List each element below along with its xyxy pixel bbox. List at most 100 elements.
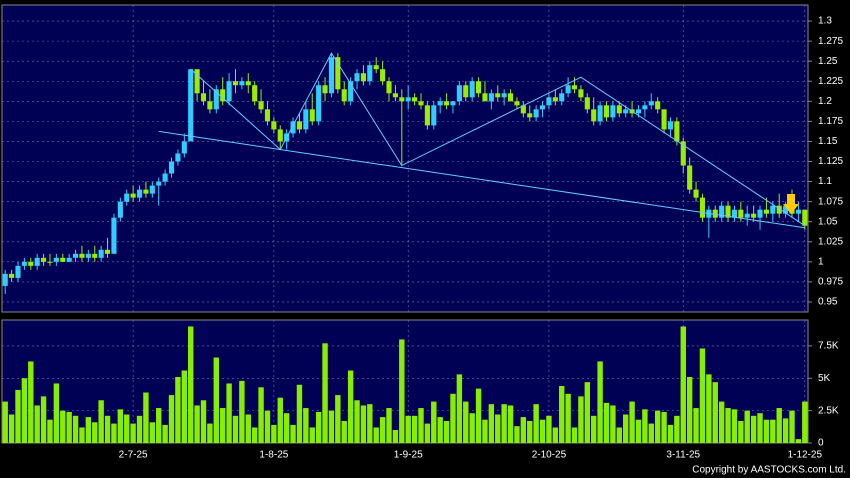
candle-body bbox=[731, 209, 737, 218]
volume-bar bbox=[232, 415, 239, 443]
candle-body bbox=[616, 105, 622, 114]
y-tick-label: 1.1 bbox=[818, 176, 832, 187]
volume-bar bbox=[28, 361, 34, 443]
volume-bar bbox=[226, 383, 232, 443]
candle-body bbox=[725, 205, 731, 218]
volume-bar bbox=[156, 408, 162, 443]
candle-body bbox=[520, 105, 526, 114]
volume-bar bbox=[718, 401, 725, 443]
candle-body bbox=[21, 261, 27, 266]
volume-bar bbox=[789, 410, 795, 443]
y-tick-label: 1.075 bbox=[818, 196, 843, 207]
volume-bar bbox=[60, 410, 66, 443]
candle-body bbox=[136, 189, 143, 198]
candle-body bbox=[111, 217, 117, 254]
volume-bar bbox=[47, 419, 53, 443]
candle-body bbox=[635, 109, 642, 114]
volume-bar bbox=[527, 420, 533, 443]
volume-bar bbox=[405, 415, 411, 443]
y-tick-label: 0.95 bbox=[818, 297, 838, 308]
candle-body bbox=[565, 85, 571, 94]
volume-bar bbox=[469, 413, 475, 443]
candle-body bbox=[719, 205, 725, 218]
candle-body bbox=[552, 97, 558, 102]
y2-tick-label: 5K bbox=[818, 373, 831, 384]
signal-arrow bbox=[783, 194, 799, 214]
volume-bar bbox=[635, 419, 642, 443]
candle-body bbox=[258, 101, 264, 110]
y2-tick-label: 0 bbox=[818, 438, 824, 449]
candle-body bbox=[309, 109, 315, 122]
candle-body bbox=[463, 85, 469, 98]
volume-bar bbox=[424, 423, 431, 443]
candle-body bbox=[757, 209, 763, 218]
volume-bar bbox=[603, 402, 610, 443]
volume-bar bbox=[2, 401, 8, 443]
volume-bar bbox=[149, 422, 156, 443]
candle-body bbox=[73, 253, 79, 258]
candle-body bbox=[770, 205, 776, 214]
volume-bar bbox=[367, 404, 373, 443]
volume-bar bbox=[674, 415, 680, 443]
volume-bar bbox=[411, 415, 418, 443]
candle-body bbox=[571, 85, 578, 90]
candle-body bbox=[501, 93, 507, 98]
volume-bar bbox=[143, 392, 149, 443]
candle-body bbox=[162, 173, 168, 182]
volume-bar bbox=[322, 343, 328, 443]
candle-body bbox=[92, 253, 98, 258]
volume-bar bbox=[693, 408, 699, 443]
volume-panel bbox=[1, 319, 809, 444]
y-tick-label: 1.125 bbox=[818, 156, 843, 167]
candle-body bbox=[424, 105, 430, 126]
volume-bar bbox=[219, 408, 226, 443]
candle-body bbox=[367, 65, 373, 82]
candle-body bbox=[66, 257, 72, 262]
volume-bar bbox=[757, 413, 763, 443]
candle-body bbox=[623, 109, 629, 114]
candle-body bbox=[476, 81, 482, 94]
x-tick-label: 2-10-25 bbox=[532, 450, 567, 461]
candle-body bbox=[744, 213, 750, 218]
volume-bar bbox=[8, 414, 15, 443]
volume-bar bbox=[386, 408, 392, 443]
candle-body bbox=[763, 209, 769, 214]
volume-bar bbox=[795, 439, 802, 443]
candle-body bbox=[322, 85, 328, 94]
candle-body bbox=[15, 265, 21, 278]
volume-bar bbox=[776, 408, 782, 443]
candle-body bbox=[354, 73, 360, 82]
candle-body bbox=[392, 93, 398, 98]
volume-bar bbox=[686, 376, 693, 443]
candle-body bbox=[507, 93, 514, 102]
volume-bar bbox=[104, 415, 111, 443]
volume-bar bbox=[98, 400, 104, 443]
candle-body bbox=[597, 105, 603, 122]
candle-body bbox=[130, 193, 136, 198]
volume-bar bbox=[431, 401, 437, 443]
y-tick-label: 1.15 bbox=[818, 136, 838, 147]
volume-bar bbox=[360, 405, 367, 443]
volume-bar bbox=[117, 409, 124, 443]
y-tick-label: 1.25 bbox=[818, 56, 838, 67]
volume-bar bbox=[213, 357, 219, 443]
volume-bar bbox=[622, 414, 629, 443]
candle-body bbox=[444, 101, 450, 106]
volume-bar bbox=[309, 427, 315, 443]
volume-bar bbox=[482, 419, 488, 443]
volume-bar bbox=[450, 393, 456, 443]
volume-bar bbox=[277, 397, 283, 443]
volume-bar bbox=[744, 410, 750, 443]
volume-bar bbox=[188, 326, 194, 443]
trend-line bbox=[190, 52, 806, 227]
candle-body bbox=[220, 89, 226, 102]
candle-body bbox=[168, 161, 175, 174]
volume-bar bbox=[712, 382, 718, 443]
volume-bar bbox=[347, 370, 354, 443]
volume-bar bbox=[559, 386, 565, 443]
volume-bar bbox=[488, 404, 495, 443]
candle-body bbox=[495, 93, 501, 98]
candle-body bbox=[41, 257, 47, 262]
candle-body bbox=[738, 209, 744, 218]
candle-body bbox=[610, 105, 616, 118]
